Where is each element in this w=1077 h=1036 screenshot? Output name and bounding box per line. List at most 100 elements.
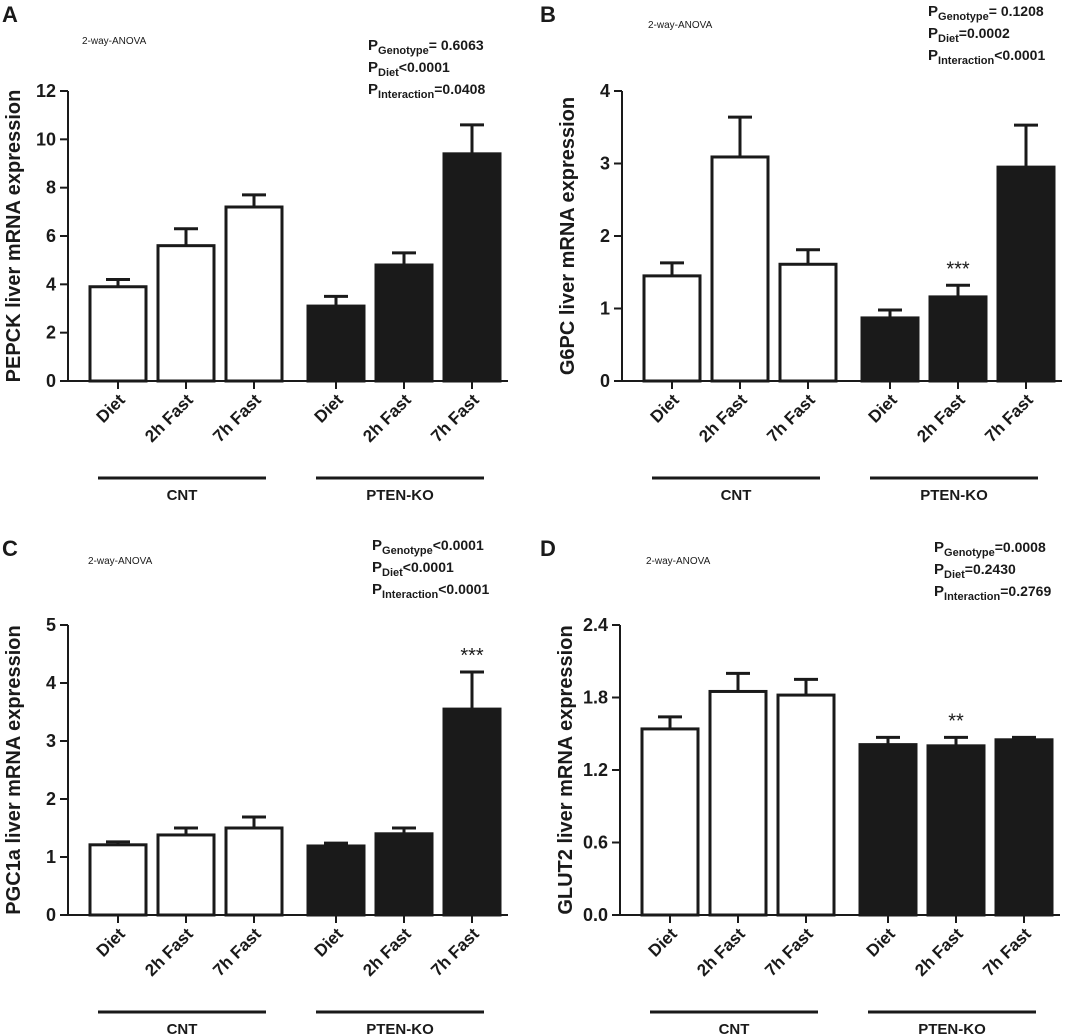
y-tick-label: 1.2 [583,760,608,780]
p-text: <0.0001 [994,47,1045,63]
significance: ** [948,710,964,732]
p-value: PDiet=0.2430 [934,561,1016,581]
panel-letter: C [2,536,18,561]
y-tick-label: 12 [36,81,56,101]
bar [710,155,770,383]
x-tick-label: 7h Fast [763,390,819,446]
y-tick-label: 0 [46,905,56,925]
p-text: =0.0008 [995,539,1046,555]
bar [88,843,148,917]
x-tick-label: Diet [865,390,901,426]
bar [994,738,1054,917]
p-subscript: Genotype [382,545,433,557]
y-tick-label: 1.8 [583,688,608,708]
p-value: PGenotype= 0.1208 [928,3,1044,23]
bar [778,262,838,383]
p-text: = 0.6063 [429,37,484,53]
anova-note: 2-way-ANOVA [88,556,153,567]
y-tick-label: 2 [46,789,56,809]
y-tick-label: 0.0 [583,905,608,925]
panel-letter: D [540,536,556,561]
group-label: PTEN-KO [366,1021,434,1036]
x-tick-label: 2h Fast [141,924,197,980]
p-value: PInteraction=0.2769 [934,583,1051,603]
x-tick-label: 2h Fast [913,390,969,446]
y-tick-label: 2.4 [583,615,608,635]
y-axis-label: G6PC liver mRNA expression [557,97,579,375]
bar [858,743,918,917]
bar [442,707,502,917]
p-value: PGenotype=0.0008 [934,539,1046,559]
bar [642,274,702,383]
p-label: P [928,25,938,42]
x-tick-label: Diet [645,924,681,960]
bar [156,244,216,383]
y-tick-label: 3 [46,731,56,751]
p-text: <0.0001 [403,559,454,575]
p-value: PDiet<0.0001 [372,559,454,579]
group-label: CNT [167,1021,198,1036]
bar [708,689,768,917]
p-value: PDiet<0.0001 [368,59,450,79]
anova-note: 2-way-ANOVA [82,36,147,47]
y-tick-label: 2 [46,323,56,343]
significance: *** [946,258,970,280]
x-tick-label: Diet [863,924,899,960]
bar [88,285,148,383]
panel: D2-way-ANOVAPGenotype=0.0008PDiet=0.2430… [540,536,1060,1036]
y-tick-label: 4 [46,274,56,294]
p-label: P [934,583,944,600]
x-tick-label: Diet [311,924,347,960]
y-tick-label: 1 [600,299,610,319]
p-value: PInteraction=0.0408 [368,81,485,101]
panel-letter: A [2,2,18,27]
p-subscript: Genotype [378,45,429,57]
p-value: PInteraction<0.0001 [372,581,489,601]
p-value: PDiet=0.0002 [928,25,1010,45]
p-subscript: Diet [382,567,403,579]
p-subscript: Interaction [938,55,995,67]
p-text: =0.2430 [965,561,1016,577]
y-tick-label: 0 [46,371,56,391]
p-label: P [372,537,382,554]
p-label: P [928,3,938,20]
anova-note: 2-way-ANOVA [648,20,713,31]
p-value: PInteraction<0.0001 [928,47,1045,67]
bar [374,263,434,383]
x-tick-label: Diet [93,390,129,426]
p-subscript: Interaction [378,89,435,101]
bar [224,205,284,383]
x-tick-label: Diet [647,390,683,426]
x-tick-label: Diet [93,924,129,960]
y-tick-label: 4 [46,673,56,693]
bar [996,165,1056,383]
bar [442,152,502,383]
group-label: PTEN-KO [918,1021,986,1036]
p-subscript: Diet [378,67,399,79]
p-text: <0.0001 [438,581,489,597]
bar [306,844,366,917]
bar [928,295,988,383]
x-tick-label: 2h Fast [695,390,751,446]
y-axis-label: GLUT2 liver mRNA expression [555,625,577,914]
bar [306,304,366,383]
x-tick-label: 2h Fast [359,924,415,980]
panel: A 2-way-ANOVA PGenotype= 0.6063 PDiet<0.000… [2,2,508,504]
p-value: PGenotype<0.0001 [372,537,484,557]
y-tick-label: 4 [600,81,610,101]
p-label: P [372,559,382,576]
p-label: P [934,539,944,556]
x-tick-label: 2h Fast [359,390,415,446]
p-label: P [368,37,378,54]
p-subscript: Genotype [938,11,989,23]
bar [926,744,986,917]
bar [224,826,284,917]
y-tick-label: 8 [46,178,56,198]
p-label: P [928,47,938,64]
x-tick-label: 7h Fast [981,390,1037,446]
y-tick-label: 2 [600,226,610,246]
y-tick-label: 3 [600,154,610,174]
